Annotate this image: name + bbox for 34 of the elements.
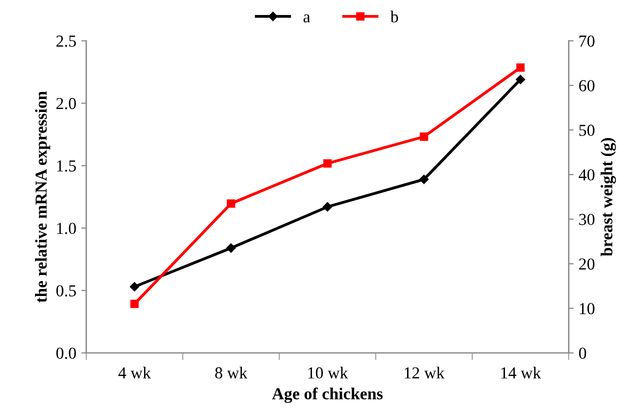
y2-tick-label: 10: [580, 303, 594, 314]
point: [130, 300, 139, 308]
point: [419, 174, 429, 184]
point: [420, 132, 428, 141]
y-tick-label: 2.0: [56, 98, 76, 110]
point: [323, 159, 332, 168]
y2-tick-label: 40: [578, 169, 594, 181]
y-axis-title: the relative mRNA expression: [35, 91, 50, 303]
point: [130, 282, 140, 292]
y-tick-label: 0.0: [56, 348, 76, 359]
y-tick-label: 1.5: [57, 160, 76, 172]
y2-tick-label: 30: [579, 214, 594, 226]
y-tick-label: 0.5: [56, 285, 76, 297]
x-tick-label: 14 wk: [501, 366, 542, 379]
x-tick-label: 10 wk: [308, 366, 348, 379]
legend-label: a: [304, 14, 310, 22]
point: [516, 63, 525, 72]
y2-tick-label: 70: [580, 36, 594, 47]
legend-label: b: [390, 10, 398, 22]
x-tick-label: 12 wk: [404, 366, 445, 379]
y-tick-label: 1.0: [57, 222, 76, 234]
point: [226, 199, 236, 208]
y2-tick-label: 50: [579, 124, 594, 136]
y2-axis-title: breast weight (g): [600, 138, 616, 256]
y2-tick-label: 60: [579, 80, 594, 92]
x-tick-label: 4 wk: [118, 366, 151, 379]
point: [322, 202, 332, 212]
y2-tick-label: 0: [579, 348, 586, 359]
x-axis-title: Age of chickens: [272, 387, 383, 403]
y2-tick-label: 20: [579, 258, 594, 270]
point: [516, 74, 526, 84]
point: [226, 243, 236, 253]
y-tick-label: 2.5: [56, 36, 76, 47]
x-tick-label: 8 wk: [215, 366, 248, 379]
